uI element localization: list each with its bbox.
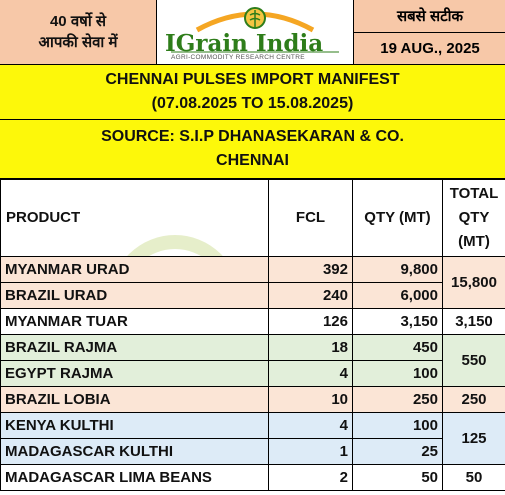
fcl-cell: 4 (268, 412, 353, 439)
table-row: BRAZIL URAD 240 6,000 (0, 282, 505, 309)
qty-cell: 6,000 (352, 282, 443, 309)
logo-subtitle: AGRI-COMMODITY RESEARCH CENTRE (171, 54, 305, 61)
report-title: CHENNAI PULSES IMPORT MANIFEST (07.08.20… (0, 65, 505, 120)
igrain-logo: IGrain India AGRI-COMMODITY RESEARCH CEN… (157, 0, 353, 64)
table-row: MYANMAR URAD 392 9,800 15,800 (0, 256, 505, 309)
fcl-cell: 1 (268, 438, 353, 465)
table-row: BRAZIL RAJMA 18 450 550 (0, 334, 505, 387)
col-header-qty: QTY (MT) (352, 179, 443, 257)
fcl-cell: 240 (268, 282, 353, 309)
source-banner: SOURCE: S.I.P DHANASEKARAN & CO. CHENNAI (0, 120, 505, 179)
manifest-table: PRODUCT FCL QTY (MT) TOTAL QTY (MT) MYAN… (0, 179, 505, 491)
qty-cell: 100 (352, 412, 443, 439)
total-cell: 125 (442, 412, 505, 465)
date-box: सबसे सटीक 19 AUG., 2025 (353, 0, 505, 64)
tagline-line2: आपकी सेवा में (38, 34, 118, 51)
col-header-product: PRODUCT (0, 179, 269, 257)
table-row: KENYA KULTHI 4 100 125 (0, 412, 505, 465)
table-header-row: PRODUCT FCL QTY (MT) TOTAL QTY (MT) (0, 179, 505, 257)
table-row: MADAGASCAR KULTHI 1 25 (0, 438, 505, 465)
qty-cell: 450 (352, 334, 443, 361)
source-line2: CHENNAI (216, 152, 289, 169)
table-row: MADAGASCAR LIMA BEANS 2 50 50 (0, 464, 505, 491)
table-row: EGYPT RAJMA 4 100 (0, 360, 505, 387)
qty-cell: 3,150 (352, 308, 443, 335)
source-line1: SOURCE: S.I.P DHANASEKARAN & CO. (101, 128, 404, 145)
product-cell: MADAGASCAR LIMA BEANS (0, 464, 269, 491)
product-cell: EGYPT RAJMA (0, 360, 269, 387)
product-cell: MYANMAR TUAR (0, 308, 269, 335)
fcl-cell: 4 (268, 360, 353, 387)
logo-emblem-icon (171, 7, 339, 53)
logo-text: IGrain India (165, 30, 324, 57)
accuracy-label: सबसे सटीक (354, 0, 505, 33)
fcl-cell: 126 (268, 308, 353, 335)
product-cell: BRAZIL URAD (0, 282, 269, 309)
product-cell: MYANMAR URAD (0, 256, 269, 283)
qty-cell: 250 (352, 386, 443, 413)
fcl-cell: 392 (268, 256, 353, 283)
product-cell: MADAGASCAR KULTHI (0, 438, 269, 465)
total-cell: 550 (442, 334, 505, 387)
col-header-total: TOTAL QTY (MT) (442, 179, 505, 257)
qty-cell: 100 (352, 360, 443, 387)
table-row: MYANMAR TUAR 126 3,150 3,150 (0, 308, 505, 335)
tagline-line1: 40 वर्षो से (49, 13, 107, 30)
total-cell: 50 (442, 464, 505, 491)
product-cell: BRAZIL RAJMA (0, 334, 269, 361)
total-cell: 250 (442, 386, 505, 413)
qty-cell: 25 (352, 438, 443, 465)
product-cell: KENYA KULTHI (0, 412, 269, 439)
qty-cell: 50 (352, 464, 443, 491)
tagline-box: 40 वर्षो से आपकी सेवा में (0, 0, 157, 64)
header-bar: 40 वर्षो से आपकी सेवा में IGrain India A… (0, 0, 505, 65)
title-line1: CHENNAI PULSES IMPORT MANIFEST (105, 71, 400, 88)
fcl-cell: 10 (268, 386, 353, 413)
fcl-cell: 18 (268, 334, 353, 361)
report-date: 19 AUG., 2025 (380, 40, 480, 57)
fcl-cell: 2 (268, 464, 353, 491)
qty-cell: 9,800 (352, 256, 443, 283)
table-row: BRAZIL LOBIA 10 250 250 (0, 386, 505, 413)
col-header-fcl: FCL (268, 179, 353, 257)
total-cell: 15,800 (442, 256, 505, 309)
total-cell: 3,150 (442, 308, 505, 335)
product-cell: BRAZIL LOBIA (0, 386, 269, 413)
title-line2: (07.08.2025 TO 15.08.2025) (151, 95, 354, 112)
